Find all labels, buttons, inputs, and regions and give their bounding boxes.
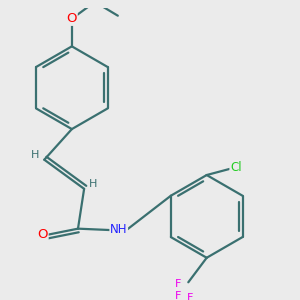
Text: O: O (38, 228, 48, 241)
Text: F: F (187, 292, 193, 300)
Text: O: O (67, 12, 77, 25)
Text: Cl: Cl (230, 161, 242, 174)
Text: F: F (174, 279, 181, 289)
Text: H: H (31, 150, 39, 160)
Text: NH: NH (110, 223, 128, 236)
Text: H: H (89, 179, 98, 189)
Text: F: F (174, 291, 181, 300)
